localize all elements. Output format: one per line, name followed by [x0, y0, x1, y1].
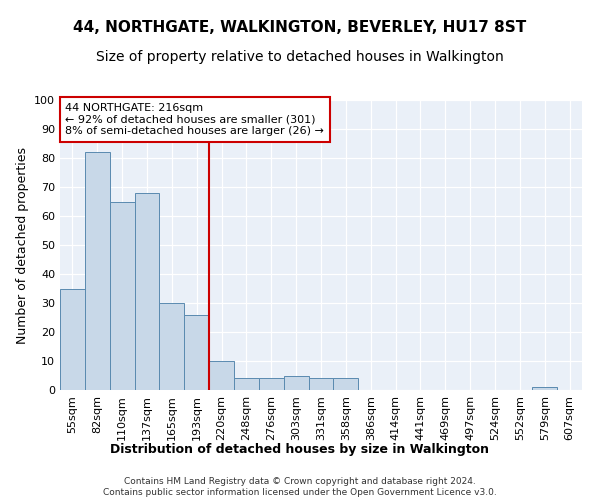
Bar — [134, 193, 160, 390]
Text: Distribution of detached houses by size in Walkington: Distribution of detached houses by size … — [110, 442, 490, 456]
Bar — [60, 288, 85, 390]
Text: Contains HM Land Registry data © Crown copyright and database right 2024.
Contai: Contains HM Land Registry data © Crown c… — [103, 478, 497, 497]
Bar — [284, 376, 308, 390]
Bar — [85, 152, 110, 390]
Bar — [532, 387, 557, 390]
Text: 44 NORTHGATE: 216sqm
← 92% of detached houses are smaller (301)
8% of semi-detac: 44 NORTHGATE: 216sqm ← 92% of detached h… — [65, 103, 324, 136]
Text: 44, NORTHGATE, WALKINGTON, BEVERLEY, HU17 8ST: 44, NORTHGATE, WALKINGTON, BEVERLEY, HU1… — [73, 20, 527, 35]
Bar — [234, 378, 259, 390]
Bar — [308, 378, 334, 390]
Bar — [259, 378, 284, 390]
Bar — [334, 378, 358, 390]
Bar — [160, 303, 184, 390]
Text: Size of property relative to detached houses in Walkington: Size of property relative to detached ho… — [96, 50, 504, 64]
Bar — [209, 361, 234, 390]
Bar — [184, 314, 209, 390]
Bar — [110, 202, 134, 390]
Y-axis label: Number of detached properties: Number of detached properties — [16, 146, 29, 344]
